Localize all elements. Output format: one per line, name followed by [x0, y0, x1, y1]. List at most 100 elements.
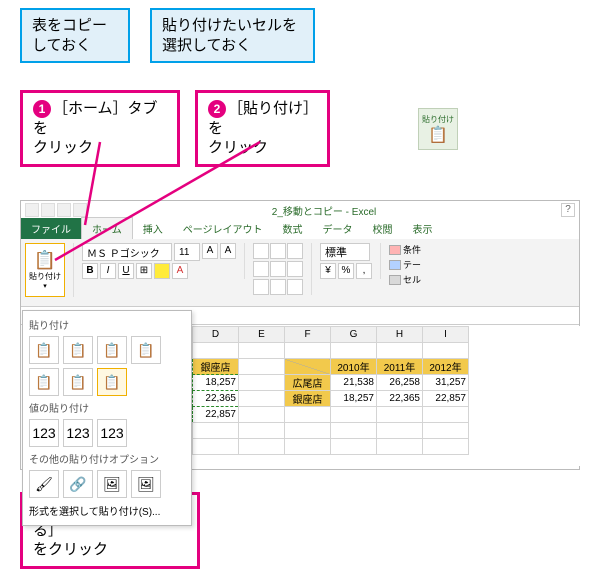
tab-formula[interactable]: 数式: [273, 218, 313, 239]
indent-dec[interactable]: [253, 279, 269, 295]
paste-values-number[interactable]: 123: [63, 419, 93, 447]
tab-insert[interactable]: 挿入: [133, 218, 173, 239]
paste-button[interactable]: 📋 貼り付け ▾: [25, 243, 65, 297]
comma-button[interactable]: ,: [356, 263, 372, 279]
paste-option-transpose[interactable]: 📋: [97, 368, 127, 396]
align-center[interactable]: [270, 261, 286, 277]
italic-button[interactable]: I: [100, 263, 116, 279]
tab-page-layout[interactable]: ページレイアウト: [173, 218, 273, 239]
paste-linked-picture[interactable]: 🖼: [131, 470, 161, 498]
callout-num: 2: [208, 100, 226, 118]
col-header[interactable]: D: [193, 327, 239, 343]
cell-source-value[interactable]: 22,857: [193, 407, 239, 423]
align-left[interactable]: [253, 261, 269, 277]
window-title: 2_移動とコピー - Excel: [87, 203, 561, 218]
paste-section-label: 貼り付け: [27, 315, 187, 334]
cell-year[interactable]: 2011年: [377, 359, 423, 375]
align-bottom[interactable]: [287, 243, 303, 259]
qat-excel-icon[interactable]: [25, 203, 39, 217]
chevron-down-icon: ▾: [43, 282, 47, 290]
paste-button-preview: 貼り付け 📋: [418, 108, 458, 150]
tab-file[interactable]: ファイル: [21, 218, 81, 239]
cell-dest-corner[interactable]: [285, 359, 331, 375]
cell-value[interactable]: 18,257: [331, 391, 377, 407]
callout-num: 1: [33, 100, 51, 118]
align-middle[interactable]: [270, 243, 286, 259]
cell-value[interactable]: 22,857: [423, 391, 469, 407]
increase-font-icon[interactable]: A: [202, 243, 218, 259]
paste-special-menu[interactable]: 形式を選択して貼り付け(S)...: [27, 500, 187, 521]
paste-values-source[interactable]: 123: [97, 419, 127, 447]
ribbon-tabs: ファイル ホーム 挿入 ページレイアウト 数式 データ 校閲 表示: [21, 219, 579, 239]
tab-data[interactable]: データ: [313, 218, 363, 239]
prep-text: 表をコピーしておく: [32, 17, 107, 54]
clipboard-icon: 📋: [34, 250, 56, 271]
col-header[interactable]: F: [285, 327, 331, 343]
indent-inc[interactable]: [270, 279, 286, 295]
conditional-format[interactable]: 条件: [389, 243, 421, 256]
tab-view[interactable]: 表示: [403, 218, 443, 239]
format-table[interactable]: テー: [389, 258, 421, 271]
font-size-select[interactable]: 11: [174, 243, 200, 261]
cell-value[interactable]: 22,365: [377, 391, 423, 407]
cell-value[interactable]: 26,258: [377, 375, 423, 391]
cell-source-value[interactable]: 22,365: [193, 391, 239, 407]
cell-year[interactable]: 2010年: [331, 359, 377, 375]
align-right[interactable]: [287, 261, 303, 277]
paste-dropdown-panel: 貼り付け 📋 📋 📋 📋 📋 📋 📋 値の貼り付け 123 123 123 その…: [22, 310, 192, 526]
underline-button[interactable]: U: [118, 263, 134, 279]
qat-save-icon[interactable]: [41, 203, 55, 217]
cell-value[interactable]: 31,257: [423, 375, 469, 391]
callout-text: ［ホーム］タブをクリック: [33, 100, 158, 156]
paste-option-no-borders[interactable]: 📋: [29, 368, 59, 396]
qat-undo-icon[interactable]: [57, 203, 71, 217]
fill-color-button[interactable]: [154, 263, 170, 279]
col-header[interactable]: I: [423, 327, 469, 343]
paste-option-formulas-number[interactable]: 📋: [97, 336, 127, 364]
col-header[interactable]: G: [331, 327, 377, 343]
col-header[interactable]: E: [239, 327, 285, 343]
wrap-text[interactable]: [287, 279, 303, 295]
font-group: ＭＳ Ｐゴシック 11 A A B I U ⊞ A: [82, 243, 245, 279]
number-format-select[interactable]: 標準: [320, 243, 370, 261]
paste-label: 貼り付け: [29, 271, 61, 282]
bold-button[interactable]: B: [82, 263, 98, 279]
paste-values[interactable]: 123: [29, 419, 59, 447]
border-button[interactable]: ⊞: [136, 263, 152, 279]
cell-value[interactable]: 21,538: [331, 375, 377, 391]
cell-source-value[interactable]: 18,257: [193, 375, 239, 391]
quick-access-toolbar: [25, 203, 87, 217]
cell-store[interactable]: 広尾店: [285, 375, 331, 391]
tab-home[interactable]: ホーム: [81, 217, 133, 239]
decrease-font-icon[interactable]: A: [220, 243, 236, 259]
font-color-button[interactable]: A: [172, 263, 188, 279]
paste-option-keep-source[interactable]: 📋: [131, 336, 161, 364]
paste-option-formulas[interactable]: 📋: [63, 336, 93, 364]
cell-source-header[interactable]: 銀座店: [193, 359, 239, 375]
paste-other-label: その他の貼り付けオプション: [27, 449, 187, 468]
clipboard-icon: 📋: [428, 125, 448, 145]
paste-link[interactable]: 🔗: [63, 470, 93, 498]
percent-button[interactable]: %: [338, 263, 354, 279]
prep-box-copy: 表をコピーしておく: [20, 8, 130, 63]
currency-button[interactable]: ¥: [320, 263, 336, 279]
paste-option-all[interactable]: 📋: [29, 336, 59, 364]
tab-review[interactable]: 校閲: [363, 218, 403, 239]
worksheet-grid[interactable]: D E F G H I 銀座店 2010年 2011年 2012年 18,257…: [192, 326, 580, 466]
styles-group: 条件 テー セル: [389, 243, 421, 286]
cell-store[interactable]: 銀座店: [285, 391, 331, 407]
paste-picture[interactable]: 🖼: [97, 470, 127, 498]
qat-redo-icon[interactable]: [73, 203, 87, 217]
callout-1: 1［ホーム］タブをクリック: [20, 90, 180, 167]
cell-styles[interactable]: セル: [389, 273, 421, 286]
cell-year[interactable]: 2012年: [423, 359, 469, 375]
paste-option-keep-width[interactable]: 📋: [63, 368, 93, 396]
clipboard-group: 📋 貼り付け ▾: [25, 243, 74, 297]
col-header[interactable]: H: [377, 327, 423, 343]
font-name-select[interactable]: ＭＳ Ｐゴシック: [82, 243, 172, 261]
ribbon-body: 📋 貼り付け ▾ ＭＳ Ｐゴシック 11 A A B I U ⊞: [21, 239, 579, 307]
align-top[interactable]: [253, 243, 269, 259]
help-icon[interactable]: ?: [561, 203, 575, 217]
paste-preview-label: 貼り付け: [422, 114, 454, 125]
paste-formatting[interactable]: 🖌: [29, 470, 59, 498]
